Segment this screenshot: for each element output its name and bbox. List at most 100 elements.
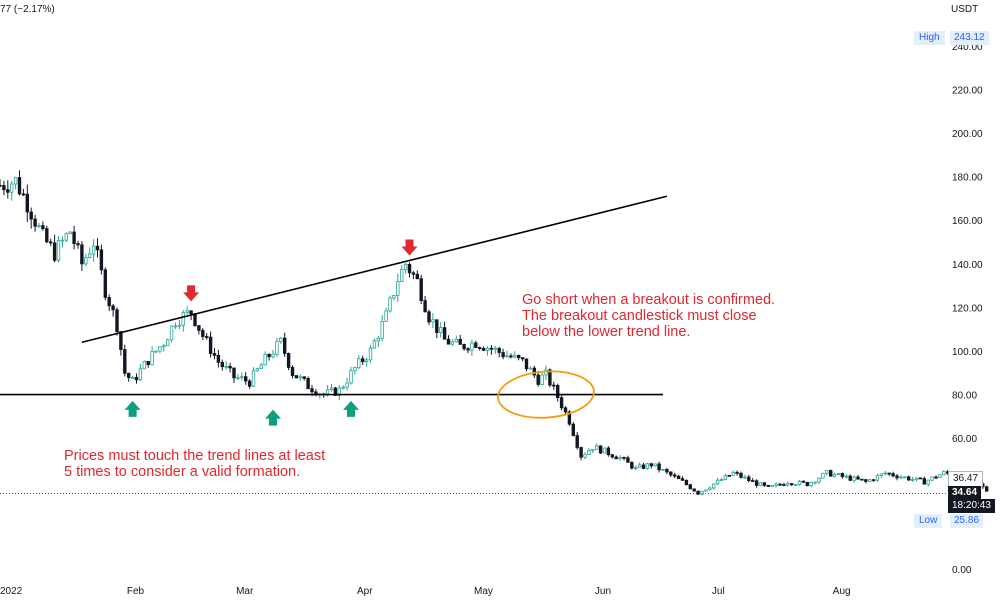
candle-body [766, 484, 770, 487]
candle-body [337, 387, 341, 396]
candle-body [751, 480, 755, 482]
touch-note: Prices must touch the trend lines at lea… [64, 448, 326, 480]
y-tick-label: 160.00 [952, 216, 983, 227]
high-tag: High [914, 31, 945, 45]
candle-body [559, 397, 564, 409]
candle-body [263, 353, 267, 366]
candle-body [435, 319, 439, 333]
candle-body [801, 480, 806, 483]
candle-body [563, 407, 568, 413]
candle-body [758, 482, 763, 486]
candle-body [298, 376, 302, 379]
candle-body [407, 264, 412, 274]
candle-body [778, 483, 782, 486]
candle-body [442, 327, 447, 340]
candle-body [364, 359, 369, 363]
candle-body [676, 475, 681, 480]
candle-body [556, 385, 560, 399]
candle-body [204, 336, 209, 338]
x-tick-label: Apr [357, 586, 373, 597]
low-tag: Low [914, 514, 943, 528]
candle-body [134, 376, 139, 381]
candle-body [271, 353, 275, 358]
candle-body [25, 193, 29, 213]
candle-body [630, 461, 634, 469]
candle-body [922, 478, 926, 485]
candle-body [88, 253, 92, 258]
candle-body [169, 325, 174, 341]
candle-body [673, 474, 677, 477]
candle-body [532, 367, 536, 376]
candle-body [185, 310, 189, 314]
candle-body [411, 272, 416, 275]
candle-body [197, 325, 201, 331]
arrow-up-icon [265, 409, 281, 426]
candle-body [419, 278, 423, 301]
candle-body [934, 476, 938, 479]
candle-body [930, 476, 934, 481]
candle-body [790, 483, 794, 486]
candle-body [236, 377, 240, 380]
arrow-down-icon [401, 239, 418, 256]
candle-body [774, 483, 778, 487]
candle-body [622, 457, 626, 459]
candle-body [836, 473, 841, 475]
candle-body [598, 445, 603, 454]
candle-body [653, 463, 657, 467]
candle-body [255, 368, 260, 372]
y-tick-label: 220.00 [952, 85, 983, 96]
x-tick-label: Jun [595, 586, 611, 597]
candle-body [13, 177, 18, 185]
candle-body [103, 269, 107, 298]
candle-body [782, 484, 786, 486]
trendline-upper [81, 195, 668, 344]
candle-body [368, 347, 373, 361]
candle-body [111, 305, 115, 311]
candle-body [536, 374, 540, 385]
candle-body [731, 471, 735, 476]
candle-body [310, 388, 314, 393]
price-change-header: 77 (−2.17%) [0, 4, 55, 15]
candle-body [0, 184, 2, 187]
candle-body [700, 490, 704, 495]
candle-body [735, 471, 739, 474]
candle-body [279, 337, 283, 342]
candle-body [154, 350, 158, 353]
candle-body [747, 476, 751, 481]
y-tick-label: 120.00 [952, 303, 983, 314]
candle-body [193, 313, 197, 326]
candle-body [470, 342, 474, 351]
candle-body [415, 273, 419, 280]
candle-body [60, 239, 65, 242]
candle-body [903, 476, 907, 479]
candle-body [9, 183, 14, 193]
candle-body [115, 309, 119, 332]
candle-body [797, 480, 802, 485]
candle-body [661, 469, 665, 471]
last-close-badge: 36.47 [948, 471, 984, 487]
candle-body [427, 311, 431, 323]
candle-body [259, 364, 263, 370]
candle-body [146, 360, 150, 366]
candle-body [158, 346, 162, 352]
candle-body [918, 477, 923, 480]
candle-body [591, 449, 595, 451]
candle-body [333, 387, 338, 396]
x-tick-label: Aug [833, 586, 851, 597]
candle-body [380, 320, 384, 339]
candle-body [708, 487, 712, 491]
candle-body [173, 325, 178, 328]
candle-body [579, 447, 583, 458]
candle-body [130, 376, 135, 379]
candle-body [786, 483, 790, 486]
candle-body [33, 218, 37, 227]
x-tick-label: Feb [127, 586, 145, 597]
candle-body [860, 478, 864, 481]
candle-body [208, 336, 213, 354]
candle-body [914, 477, 919, 480]
candle-body [388, 297, 392, 312]
breakout-circle [497, 370, 595, 419]
candle-body [942, 471, 946, 476]
candle-body [606, 447, 611, 456]
